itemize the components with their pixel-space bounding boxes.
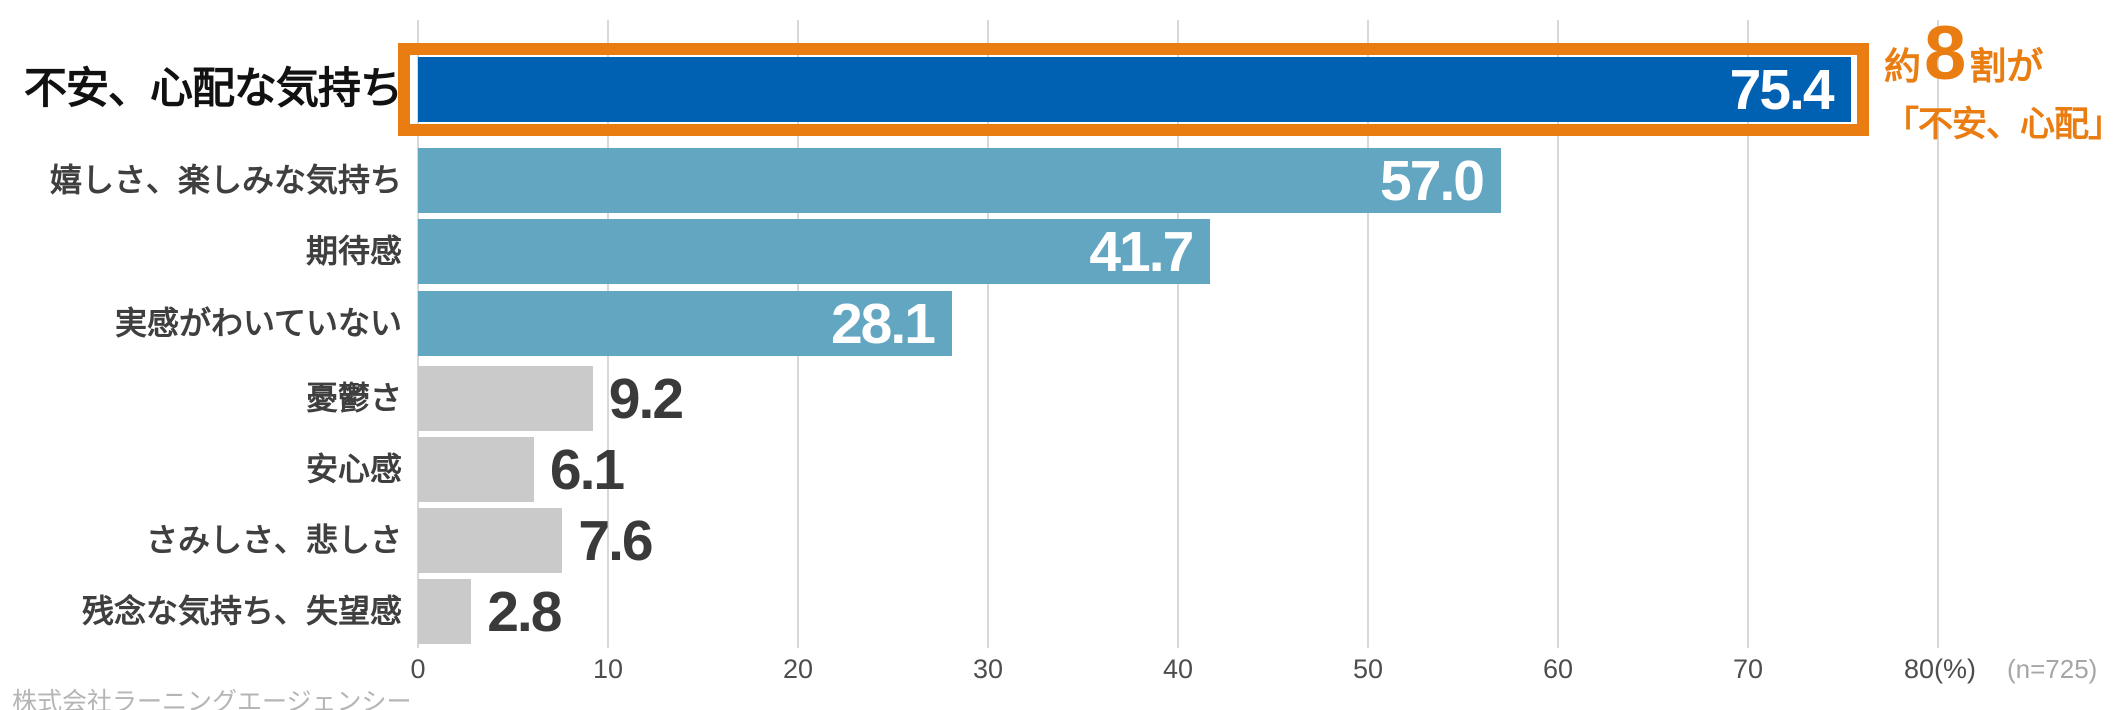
x-tick-label-70: 70 xyxy=(1732,654,1764,684)
gridline-40 xyxy=(1177,20,1179,648)
annotation-prefix: 約 xyxy=(1884,46,1921,87)
annotation-suffix: 割が xyxy=(1969,46,2044,87)
x-tick-label-50: 50 xyxy=(1352,654,1384,684)
gridline-30 xyxy=(987,20,989,648)
bar-value-4: 9.2 xyxy=(608,367,684,431)
bar-label-7: 残念な気持ち、失望感 xyxy=(81,593,402,629)
bar-value-1: 57.0 xyxy=(1380,149,1485,213)
bar-7 xyxy=(418,579,472,644)
bar-label-6: さみしさ、悲しさ xyxy=(145,522,402,558)
gridline-50 xyxy=(1367,20,1369,648)
gridline-70 xyxy=(1747,20,1749,648)
x-tick-label-10: 10 xyxy=(592,654,624,684)
x-tick-label-20: 20 xyxy=(782,654,814,684)
bar-0 xyxy=(418,57,1851,122)
annotation-line2: 「不安、心配」 xyxy=(1884,104,2123,144)
highlight-box xyxy=(398,43,1869,136)
annotation-big-number: 8 xyxy=(1924,11,1967,96)
bar-label-3: 実感がわいていない xyxy=(114,305,402,341)
bar-label-2: 期待感 xyxy=(305,233,402,269)
gridline-60 xyxy=(1557,20,1559,648)
bar-value-6: 7.6 xyxy=(578,509,653,573)
x-tick-label-30: 30 xyxy=(972,654,1004,684)
bar-3 xyxy=(418,291,952,356)
bar-1 xyxy=(418,148,1501,213)
bar-value-3: 28.1 xyxy=(830,292,936,356)
sample-size-label: (n=725) xyxy=(2007,654,2098,684)
annotation-line1: 約 8 割が xyxy=(1884,11,2122,96)
bar-4 xyxy=(418,366,593,431)
x-tick-label-60: 60 xyxy=(1542,654,1574,684)
bar-value-5: 6.1 xyxy=(549,438,625,502)
bar-5 xyxy=(418,437,534,502)
highlight-annotation: 約 8 割が 「不安、心配」 xyxy=(1884,11,2123,147)
bar-2 xyxy=(418,219,1211,284)
bar-label-4: 憂鬱さ xyxy=(305,380,402,416)
gridline-80 xyxy=(1937,20,1939,648)
source-label: 株式会社ラーニングエージェンシー xyxy=(12,688,412,710)
bar-value-7: 2.8 xyxy=(487,580,562,644)
bar-6 xyxy=(418,508,563,573)
bar-label-5: 安心感 xyxy=(305,451,402,487)
x-tick-label-0: 0 xyxy=(410,654,426,684)
bar-value-2: 41.7 xyxy=(1089,220,1194,284)
bar-value-0: 75.4 xyxy=(1729,58,1835,122)
bar-label-1: 嬉しさ、楽しみな気持ち xyxy=(49,162,402,198)
bar-label-0: 不安、心配な気持ち xyxy=(24,65,403,113)
x-tick-label-40: 40 xyxy=(1162,654,1194,684)
x-tick-label-80: 80(%) xyxy=(1904,654,1977,684)
